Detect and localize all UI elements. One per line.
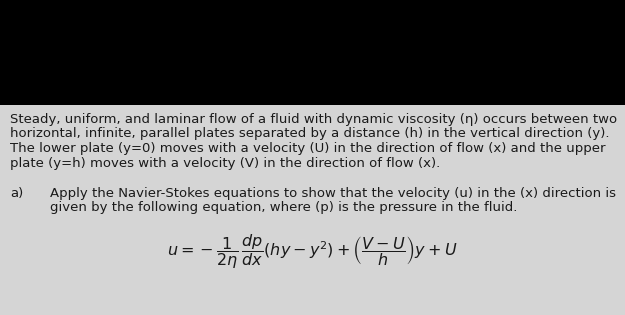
Bar	[0, 0, 625, 105]
Text: Apply the Navier-Stokes equations to show that the velocity (u) in the (x) direc: Apply the Navier-Stokes equations to sho…	[50, 187, 616, 200]
Text: given by the following equation, where (p) is the pressure in the fluid.: given by the following equation, where (…	[50, 202, 518, 215]
Text: plate (y=h) moves with a velocity (V) in the direction of flow (x).: plate (y=h) moves with a velocity (V) in…	[10, 157, 440, 169]
Text: The lower plate (y=0) moves with a velocity (U) in the direction of flow (x) and: The lower plate (y=0) moves with a veloc…	[10, 142, 606, 155]
Text: horizontal, infinite, parallel plates separated by a distance (h) in the vertica: horizontal, infinite, parallel plates se…	[10, 128, 609, 140]
Text: $u = -\dfrac{1}{2\eta}\,\dfrac{dp}{dx}(hy - y^2) + \left(\dfrac{V-U}{h}\right)y : $u = -\dfrac{1}{2\eta}\,\dfrac{dp}{dx}(h…	[167, 232, 458, 271]
Text: a): a)	[10, 187, 23, 200]
Text: Steady, uniform, and laminar flow of a fluid with dynamic viscosity (η) occurs b: Steady, uniform, and laminar flow of a f…	[10, 113, 617, 126]
